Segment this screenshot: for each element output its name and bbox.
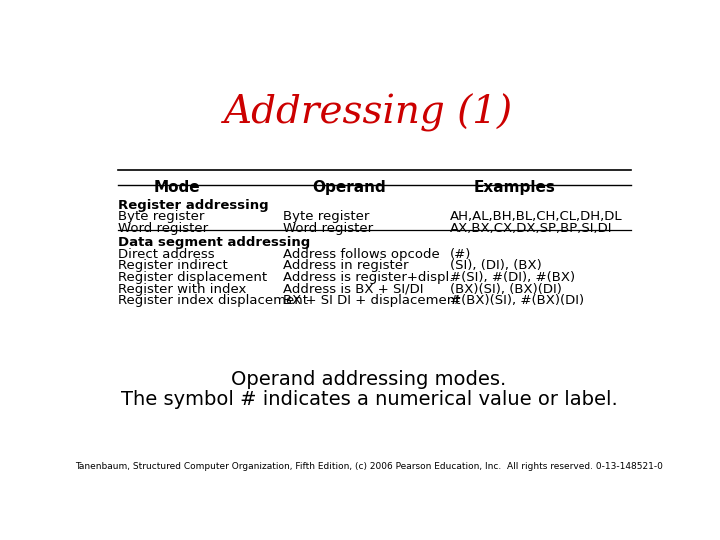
Text: #(BX)(SI), #(BX)(DI): #(BX)(SI), #(BX)(DI) [450, 294, 584, 307]
Text: (SI), (DI), (BX): (SI), (DI), (BX) [450, 259, 541, 272]
Text: Direct address: Direct address [118, 248, 215, 261]
Text: Data segment addressing: Data segment addressing [118, 236, 310, 249]
Text: Register with index: Register with index [118, 282, 246, 296]
Text: Register displacement: Register displacement [118, 271, 267, 284]
Text: Address in register: Address in register [282, 259, 408, 272]
Text: Tanenbaum, Structured Computer Organization, Fifth Edition, (c) 2006 Pearson Edu: Tanenbaum, Structured Computer Organizat… [75, 462, 663, 471]
Text: Word register: Word register [282, 222, 373, 235]
Text: Addressing (1): Addressing (1) [225, 94, 513, 132]
Text: #(SI), #(DI), #(BX): #(SI), #(DI), #(BX) [450, 271, 575, 284]
Text: Operand: Operand [312, 180, 387, 195]
Text: Address is BX + SI/DI: Address is BX + SI/DI [282, 282, 423, 296]
Text: Mode: Mode [153, 180, 200, 195]
Text: Register addressing: Register addressing [118, 199, 269, 212]
Text: Byte register: Byte register [118, 210, 204, 224]
Text: (BX)(SI), (BX)(DI): (BX)(SI), (BX)(DI) [450, 282, 562, 296]
Text: Register index displacement: Register index displacement [118, 294, 308, 307]
Text: Address follows opcode: Address follows opcode [282, 248, 439, 261]
Text: Examples: Examples [473, 180, 555, 195]
Text: AH,AL,BH,BL,CH,CL,DH,DL: AH,AL,BH,BL,CH,CL,DH,DL [450, 210, 623, 224]
Text: Register indirect: Register indirect [118, 259, 228, 272]
Text: Address is register+displ.: Address is register+displ. [282, 271, 453, 284]
Text: The symbol # indicates a numerical value or label.: The symbol # indicates a numerical value… [121, 390, 617, 409]
Text: AX,BX,CX,DX,SP,BP,SI,DI: AX,BX,CX,DX,SP,BP,SI,DI [450, 222, 613, 235]
Text: Operand addressing modes.: Operand addressing modes. [231, 370, 507, 389]
Text: Word register: Word register [118, 222, 208, 235]
Text: Byte register: Byte register [282, 210, 369, 224]
Text: BX + SI DI + displacement: BX + SI DI + displacement [282, 294, 460, 307]
Text: (#): (#) [450, 248, 472, 261]
